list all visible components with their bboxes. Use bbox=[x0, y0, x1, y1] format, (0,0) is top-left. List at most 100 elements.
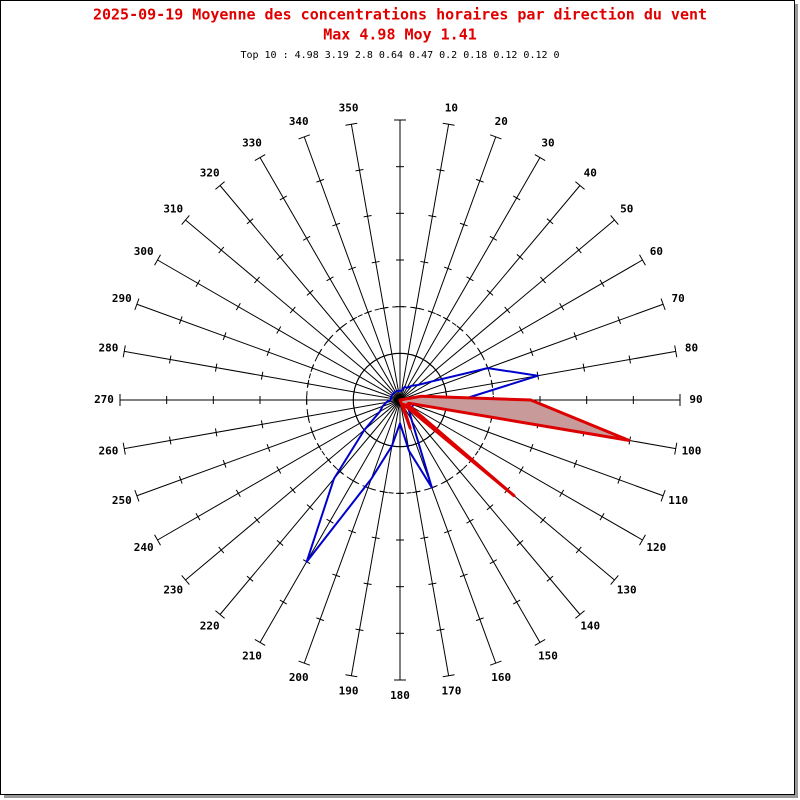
tick-mark bbox=[546, 575, 554, 582]
tick-mark bbox=[154, 534, 161, 546]
tick-mark bbox=[195, 279, 201, 288]
tick-mark bbox=[660, 298, 666, 311]
tick-mark bbox=[254, 154, 266, 161]
direction-label: 60 bbox=[650, 245, 663, 258]
tick-mark bbox=[575, 246, 582, 254]
tick-mark bbox=[475, 617, 484, 622]
tick-mark bbox=[489, 134, 502, 140]
tick-mark bbox=[352, 387, 356, 396]
tick-mark bbox=[518, 466, 524, 474]
direction-label: 170 bbox=[441, 685, 461, 698]
tick-mark bbox=[354, 412, 358, 420]
tick-mark bbox=[660, 489, 666, 502]
tick-mark bbox=[289, 486, 296, 494]
tick-mark bbox=[478, 442, 484, 451]
tick-mark bbox=[316, 349, 322, 358]
direction-label: 210 bbox=[242, 649, 262, 662]
tick-mark bbox=[371, 260, 380, 264]
tick-mark bbox=[348, 529, 357, 534]
chart-title: 2025-09-19 Moyenne des concentrations ho… bbox=[93, 6, 707, 24]
tick-mark bbox=[279, 195, 288, 201]
tick-mark bbox=[222, 459, 227, 468]
tick-mark bbox=[599, 512, 605, 521]
tick-mark bbox=[442, 122, 455, 126]
tick-mark bbox=[442, 412, 446, 420]
tick-mark bbox=[617, 316, 622, 325]
tick-mark bbox=[260, 371, 264, 380]
direction-label: 40 bbox=[584, 166, 597, 179]
tick-mark bbox=[289, 306, 296, 314]
tick-mark bbox=[345, 674, 358, 678]
tick-mark bbox=[534, 154, 546, 161]
tick-mark bbox=[610, 215, 619, 225]
tick-mark bbox=[426, 432, 434, 439]
tick-mark bbox=[512, 599, 521, 605]
tick-mark bbox=[582, 363, 586, 372]
tick-mark bbox=[316, 617, 325, 622]
tick-mark bbox=[432, 366, 439, 374]
tick-mark bbox=[325, 456, 332, 464]
tick-mark bbox=[371, 536, 380, 540]
tick-mark bbox=[485, 427, 490, 436]
tick-mark bbox=[575, 546, 582, 554]
tick-mark bbox=[260, 420, 264, 429]
tick-mark bbox=[412, 354, 420, 358]
tick-mark bbox=[428, 214, 437, 218]
tick-mark bbox=[456, 468, 464, 475]
tick-mark bbox=[316, 442, 322, 451]
tick-mark bbox=[310, 364, 315, 373]
tick-mark bbox=[486, 504, 494, 511]
tick-mark bbox=[599, 279, 605, 288]
direction-label: 350 bbox=[339, 101, 359, 114]
tick-mark bbox=[348, 266, 357, 271]
direction-label: 260 bbox=[99, 444, 119, 457]
tick-mark bbox=[426, 361, 434, 368]
tick-mark bbox=[436, 628, 445, 631]
tick-mark bbox=[540, 276, 546, 284]
tick-mark bbox=[575, 610, 585, 619]
tick-mark bbox=[443, 529, 452, 534]
tick-mark bbox=[489, 235, 498, 241]
tick-mark bbox=[468, 336, 475, 344]
tick-mark bbox=[379, 306, 388, 310]
direction-label: 130 bbox=[617, 583, 637, 596]
direction-label: 30 bbox=[541, 137, 554, 150]
tick-mark bbox=[518, 326, 524, 334]
tick-mark bbox=[412, 306, 421, 310]
tick-mark bbox=[276, 254, 284, 260]
tick-mark bbox=[443, 266, 452, 271]
tick-mark bbox=[246, 218, 254, 225]
tick-mark bbox=[279, 599, 288, 605]
tick-mark bbox=[427, 310, 436, 315]
direction-label: 20 bbox=[495, 115, 508, 128]
tick-mark bbox=[442, 380, 446, 388]
tick-mark bbox=[266, 348, 271, 357]
tick-mark bbox=[215, 181, 225, 190]
tick-mark bbox=[363, 214, 372, 218]
tick-mark bbox=[366, 432, 374, 439]
tick-mark bbox=[404, 352, 413, 356]
tick-mark bbox=[387, 352, 396, 356]
tick-mark bbox=[357, 419, 363, 428]
tick-mark bbox=[372, 437, 381, 443]
tick-mark bbox=[235, 302, 241, 311]
tick-mark bbox=[214, 428, 218, 437]
tick-mark bbox=[336, 468, 344, 475]
tick-mark bbox=[122, 345, 126, 358]
tick-mark bbox=[298, 660, 311, 666]
tick-mark bbox=[316, 178, 325, 183]
tick-mark bbox=[436, 169, 445, 172]
tick-mark bbox=[214, 363, 218, 372]
tick-mark bbox=[325, 336, 332, 344]
tick-mark bbox=[355, 628, 364, 631]
tick-mark bbox=[573, 332, 578, 341]
tick-mark bbox=[639, 534, 646, 546]
tick-mark bbox=[345, 122, 358, 126]
tick-mark bbox=[169, 355, 172, 364]
direction-label: 140 bbox=[580, 620, 600, 633]
tick-mark bbox=[475, 178, 484, 183]
tick-mark bbox=[134, 298, 140, 311]
tick-mark bbox=[628, 355, 631, 364]
tick-mark bbox=[437, 419, 443, 428]
